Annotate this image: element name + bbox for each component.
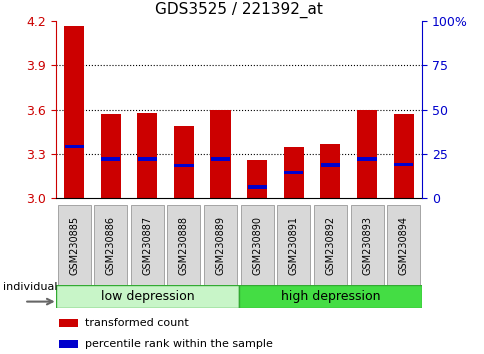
Bar xyxy=(100,114,121,198)
Text: GSM230894: GSM230894 xyxy=(398,216,408,275)
Bar xyxy=(60,340,77,348)
Bar xyxy=(64,145,83,148)
Bar xyxy=(137,113,157,198)
Text: GSM230890: GSM230890 xyxy=(252,216,262,275)
Bar xyxy=(319,144,340,198)
Text: GSM230892: GSM230892 xyxy=(325,216,335,275)
Bar xyxy=(386,205,419,285)
Text: transformed count: transformed count xyxy=(85,318,188,328)
Text: GSM230888: GSM230888 xyxy=(179,216,189,275)
Bar xyxy=(284,171,302,174)
Bar xyxy=(101,158,120,161)
Bar xyxy=(210,110,230,198)
Bar xyxy=(131,205,164,285)
Bar xyxy=(357,158,376,161)
Text: GSM230893: GSM230893 xyxy=(361,216,371,275)
Bar xyxy=(56,285,239,308)
Text: GSM230889: GSM230889 xyxy=(215,216,225,275)
Bar xyxy=(239,285,421,308)
Bar xyxy=(393,162,412,166)
Text: GSM230891: GSM230891 xyxy=(288,216,298,275)
Bar xyxy=(174,164,193,167)
Bar xyxy=(94,205,127,285)
Text: GSM230886: GSM230886 xyxy=(106,216,116,275)
Bar xyxy=(246,160,267,198)
Text: individual: individual xyxy=(3,282,58,292)
Bar xyxy=(173,126,194,198)
Bar xyxy=(393,114,413,198)
Text: high depression: high depression xyxy=(280,290,379,303)
Bar xyxy=(283,147,303,198)
Bar xyxy=(350,205,383,285)
Text: GSM230885: GSM230885 xyxy=(69,216,79,275)
Bar xyxy=(277,205,310,285)
Bar xyxy=(211,158,229,161)
Bar xyxy=(137,158,156,161)
Bar xyxy=(64,26,84,198)
Bar xyxy=(313,205,346,285)
Bar xyxy=(320,163,339,166)
Text: percentile rank within the sample: percentile rank within the sample xyxy=(85,339,272,349)
Bar xyxy=(247,185,266,189)
Bar xyxy=(204,205,237,285)
Bar xyxy=(240,205,273,285)
Bar xyxy=(58,205,91,285)
Title: GDS3525 / 221392_at: GDS3525 / 221392_at xyxy=(154,2,322,18)
Text: low depression: low depression xyxy=(100,290,194,303)
Bar xyxy=(60,319,77,327)
Bar xyxy=(167,205,200,285)
Text: GSM230887: GSM230887 xyxy=(142,216,152,275)
Bar xyxy=(356,110,377,198)
